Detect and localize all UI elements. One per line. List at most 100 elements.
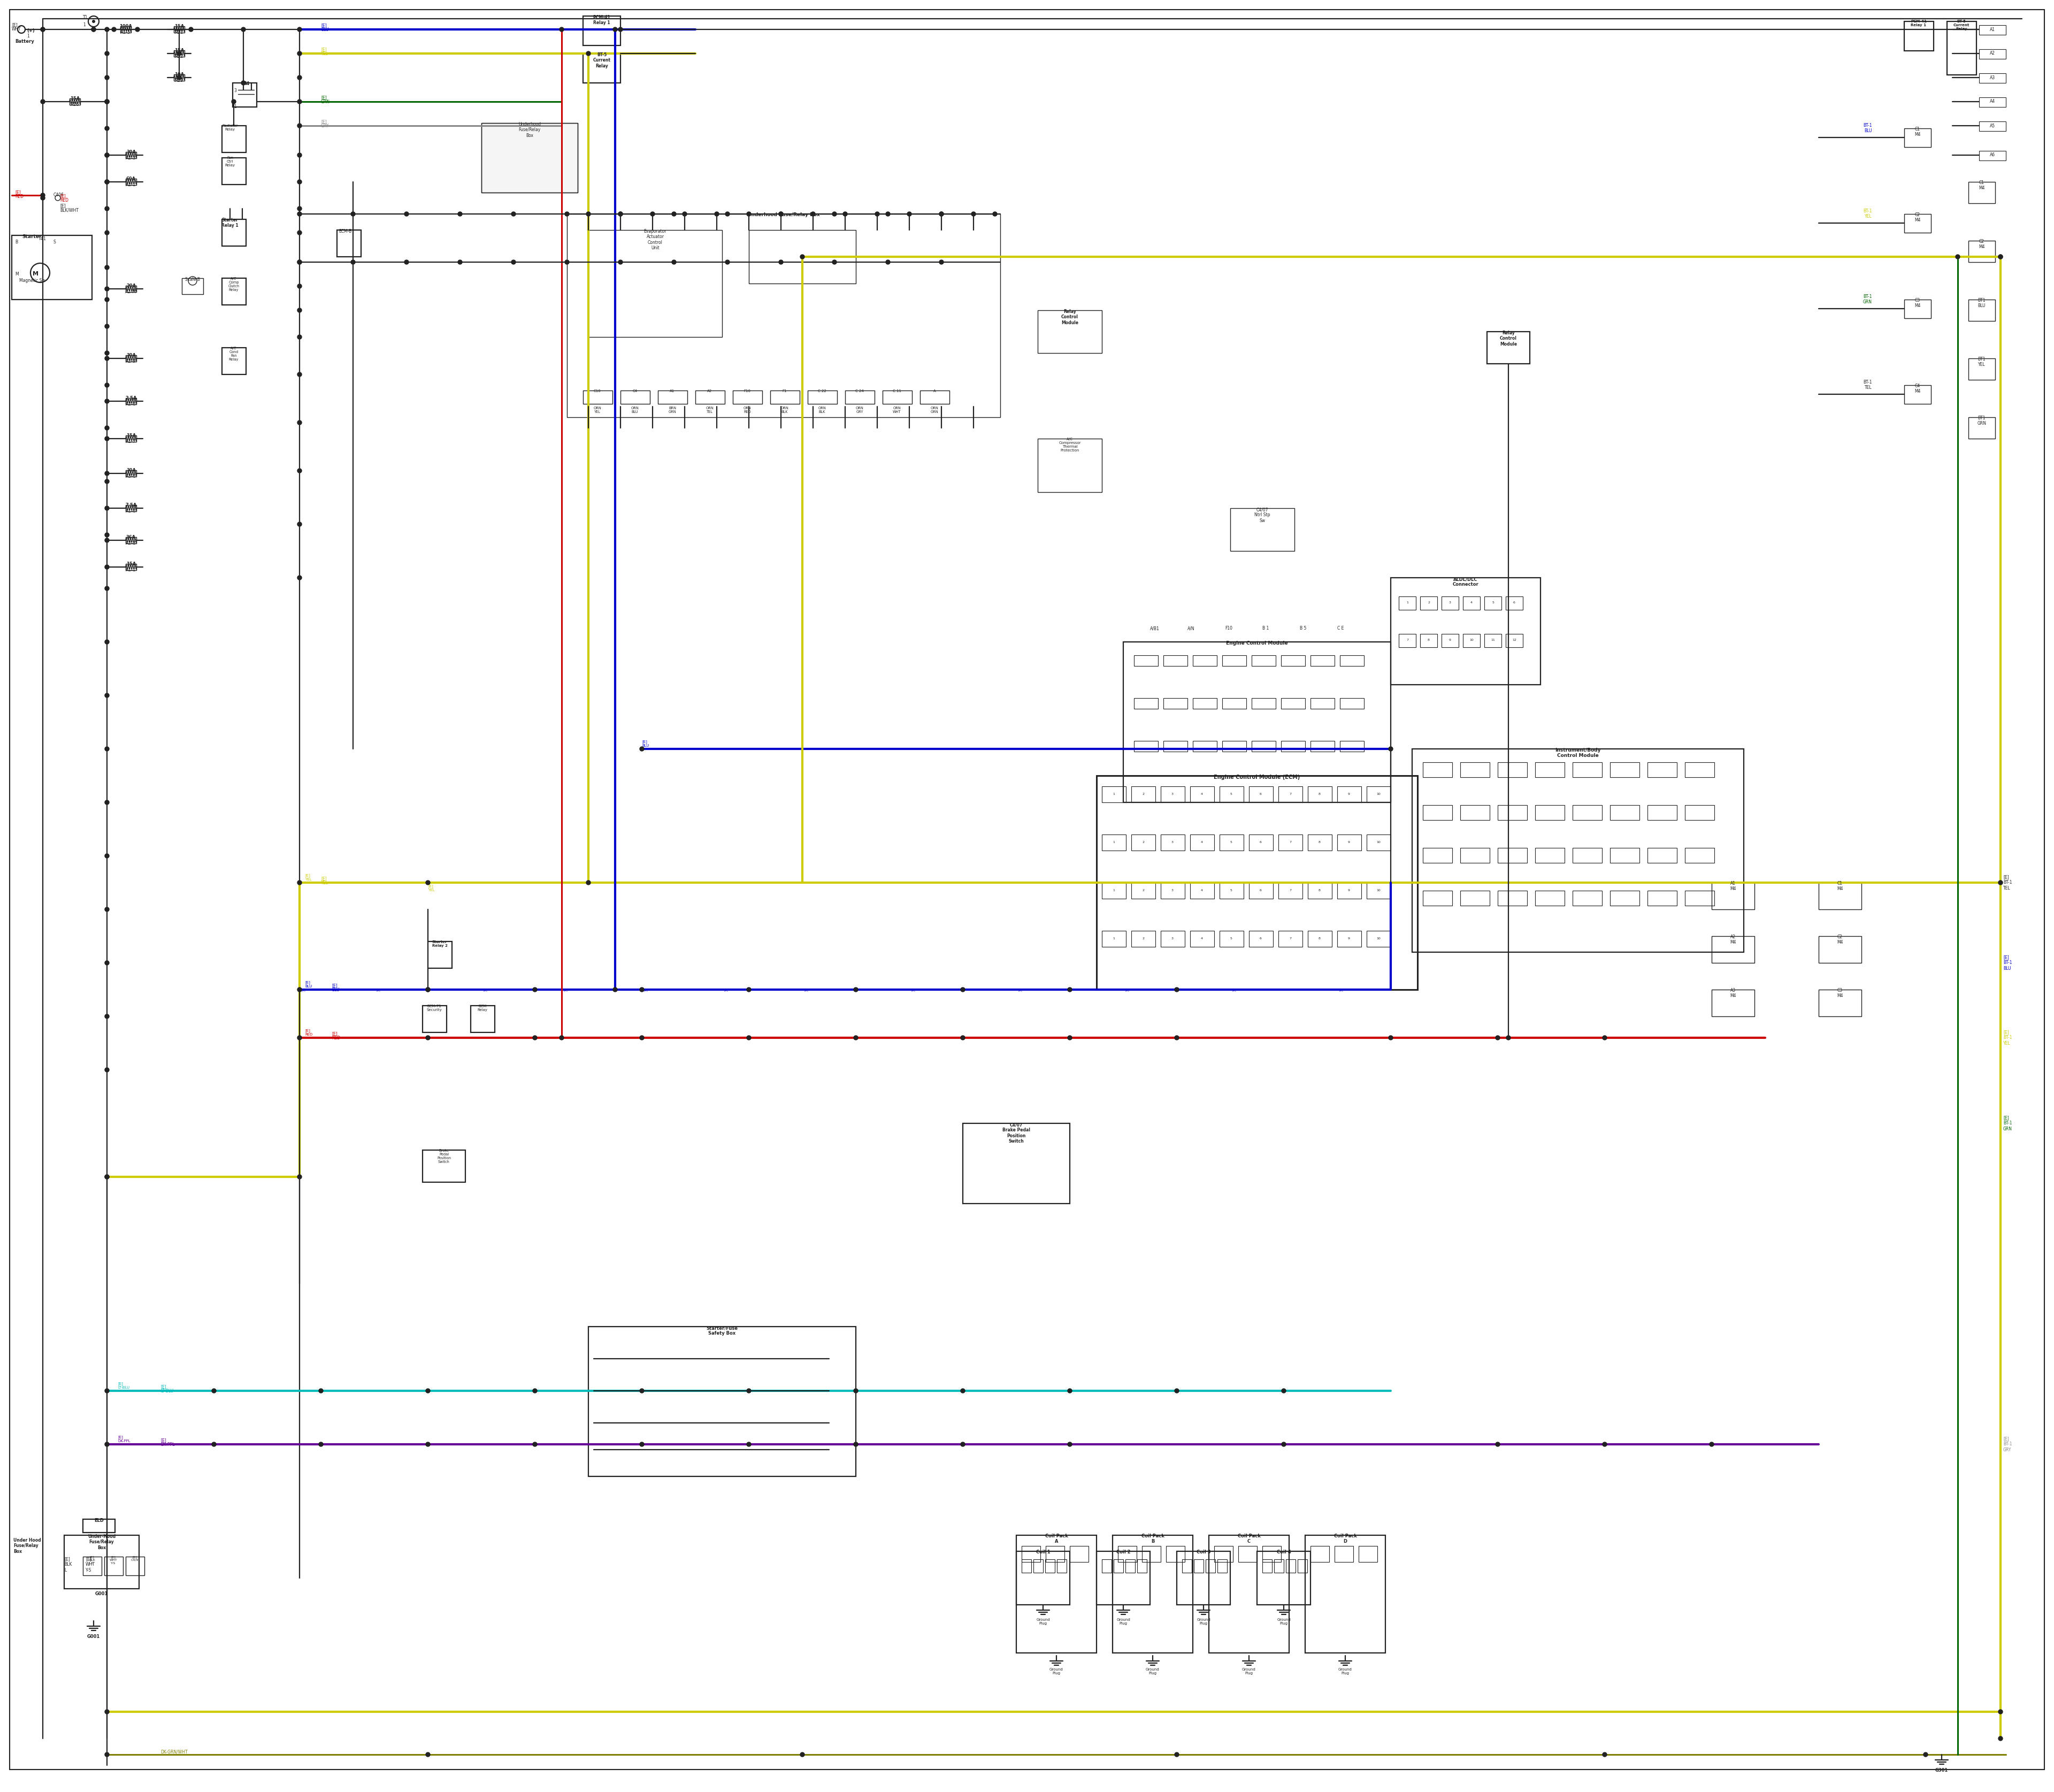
Bar [1968,299,1994,321]
Circle shape [232,100,236,104]
Circle shape [1999,880,2003,885]
Text: PCM-41
Relay 1: PCM-41 Relay 1 [1910,20,1927,27]
Circle shape [298,521,302,527]
Text: 1: 1 [1113,840,1115,844]
Bar [1462,634,1481,647]
Bar [1711,883,1754,909]
Circle shape [715,211,719,217]
Text: A1: A1 [670,389,676,392]
Text: 2: 2 [1142,840,1144,844]
Text: 6: 6 [1259,889,1261,892]
Circle shape [618,27,622,32]
Bar [1249,883,1273,898]
Text: Under Hood
Fuse/Relay
Box: Under Hood Fuse/Relay Box [14,1538,41,1554]
Text: Coil 1: Coil 1 [1035,1550,1050,1554]
Text: 10: 10 [1469,640,1473,642]
Bar [1684,762,1715,778]
Circle shape [105,1710,109,1713]
Bar [1249,787,1273,803]
Bar [1968,181,1994,202]
Circle shape [105,1176,109,1179]
Circle shape [111,27,117,32]
Text: 2.5A: 2.5A [125,396,138,401]
Circle shape [105,426,109,430]
Text: C3
M4: C3 M4 [1836,987,1842,998]
Text: C1
M4: C1 M4 [1978,181,1984,190]
Bar [470,1005,495,1032]
Circle shape [298,179,302,185]
Bar [125,398,136,405]
Circle shape [1709,1443,1713,1446]
Text: 10: 10 [1376,840,1380,844]
Bar [1335,1546,1354,1563]
Text: [E]: [E] [331,984,337,987]
Bar [1218,1559,1226,1573]
Text: Ground
Plug: Ground Plug [1035,1618,1050,1625]
Circle shape [425,987,429,991]
Bar [105,1557,123,1575]
Text: 5: 5 [1230,889,1232,892]
Text: Under-Hood
Fuse/Relay
Box: Under-Hood Fuse/Relay Box [88,1534,115,1550]
Bar [1904,299,1931,319]
Circle shape [1506,1036,1510,1039]
Bar [1818,935,1861,962]
Text: [E]: [E] [160,1385,166,1389]
Bar [1419,634,1438,647]
Bar [1206,1559,1216,1573]
Bar [1101,1559,1111,1573]
Circle shape [425,987,429,991]
Circle shape [105,179,109,185]
Text: BLU: BLU [331,987,339,993]
Circle shape [105,505,109,511]
Text: [E]: [E] [320,23,327,29]
Bar [175,73,185,81]
Text: ECM-B: ECM-B [339,229,351,233]
Text: M: M [14,272,18,276]
Bar [1442,634,1458,647]
Text: 30A: 30A [125,151,136,154]
Text: [E]: [E] [331,1032,337,1036]
Bar [1189,835,1214,851]
Circle shape [1495,1443,1499,1446]
Text: Engine Control Module (ECM): Engine Control Module (ECM) [1214,774,1300,780]
Circle shape [885,260,889,263]
Bar [1366,787,1391,803]
Circle shape [105,1068,109,1072]
Text: A/N: A/N [1187,625,1195,631]
Circle shape [105,1176,109,1179]
Bar [427,941,452,968]
Text: [E]: [E] [1019,989,1023,991]
Text: [E]
BLK
L: [E] BLK L [88,1555,94,1564]
Text: 2: 2 [1428,602,1430,604]
Text: 60A: 60A [125,177,136,181]
Bar [920,391,949,403]
Bar [125,538,136,543]
Bar [1021,1546,1041,1563]
Bar [1460,891,1489,905]
Text: 6: 6 [1259,937,1261,941]
Text: 4: 4 [1202,794,1204,796]
Text: [E]: [E] [1339,989,1343,991]
Circle shape [105,478,109,484]
Text: ORN
BLU: ORN BLU [631,407,639,414]
Circle shape [801,254,805,258]
Text: 8: 8 [1319,840,1321,844]
Text: C4/07
Brake Pedal
Position
Switch: C4/07 Brake Pedal Position Switch [1002,1122,1031,1143]
Circle shape [961,987,965,991]
Text: A2-6: A2-6 [125,401,136,407]
Text: 7: 7 [1290,889,1292,892]
Bar [1308,787,1331,803]
Bar [1610,805,1639,821]
Text: Underhood
Fuse/Relay
Box: Underhood Fuse/Relay Box [518,122,540,138]
Bar [696,391,725,403]
Circle shape [875,211,879,217]
Circle shape [240,81,246,84]
Text: [E]: [E] [320,95,327,100]
Circle shape [832,211,836,217]
Text: Magnetic Sw: Magnetic Sw [18,278,45,283]
Circle shape [532,1036,536,1039]
Bar [1142,1546,1161,1563]
Text: A2-8: A2-8 [125,541,136,545]
Text: BRN
GRN: BRN GRN [668,407,676,414]
Bar [1980,48,2007,59]
